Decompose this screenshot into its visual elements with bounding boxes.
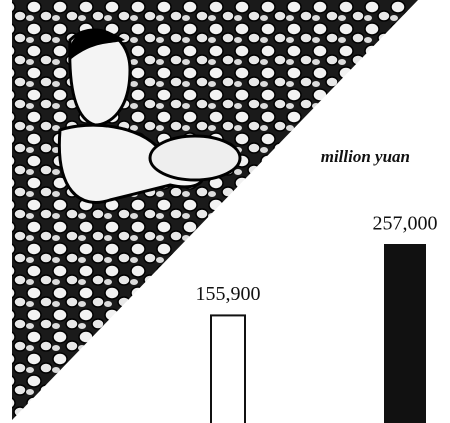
bar xyxy=(385,245,425,423)
value-label: 155,900 xyxy=(196,283,261,305)
unit-label: million yuan xyxy=(321,147,410,166)
chart: million yuan 155,900 257,000 xyxy=(0,0,450,423)
bar xyxy=(211,315,245,423)
value-label: 257,000 xyxy=(373,213,438,235)
